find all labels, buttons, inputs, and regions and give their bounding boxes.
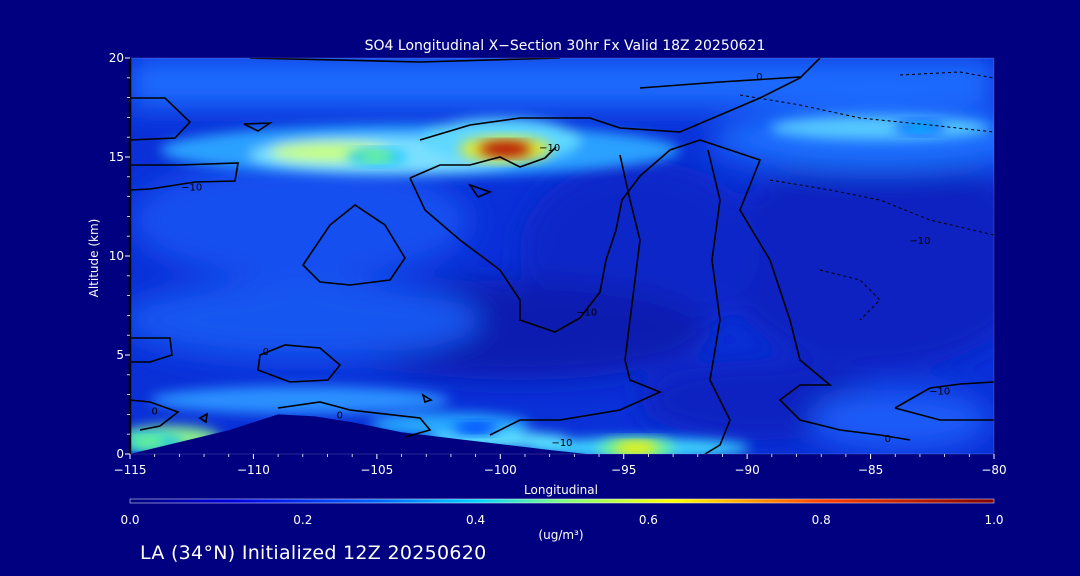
x-axis-label: Longitudinal xyxy=(524,483,598,497)
colorbar xyxy=(129,498,995,504)
terrain-shape xyxy=(130,414,587,454)
contour-line xyxy=(468,183,493,198)
chart-title: SO4 Longitudinal X−Section 30hr Fx Valid… xyxy=(365,38,766,54)
contour-label: 0 xyxy=(151,406,157,417)
contour-label: −10 xyxy=(551,438,572,449)
contour-lines xyxy=(130,58,994,454)
contour-line xyxy=(894,381,994,409)
contour-label: −10 xyxy=(181,183,202,194)
contour-line xyxy=(243,122,273,132)
x-tick-label: −80 xyxy=(981,463,1006,477)
y-tick-label: 10 xyxy=(109,249,124,263)
plume-core xyxy=(479,140,532,158)
contour-label: −10 xyxy=(929,387,950,398)
contour-line xyxy=(421,393,433,404)
footer-caption: LA (34°N) Initialized 12Z 20250620 xyxy=(140,542,487,564)
contour-line xyxy=(894,407,994,421)
colorbar-tick-label: 0.2 xyxy=(293,513,312,527)
contour-line xyxy=(257,344,342,383)
contour-line xyxy=(198,412,208,424)
terrain-layer xyxy=(130,414,587,454)
plume-core xyxy=(130,436,167,449)
contour-line xyxy=(704,149,731,454)
contour-dashed xyxy=(739,71,994,321)
contour-line xyxy=(639,76,801,89)
contour-line xyxy=(130,399,180,431)
plume-core xyxy=(461,423,490,433)
x-tick-label: −100 xyxy=(484,463,517,477)
contour-line xyxy=(249,58,561,63)
colorbar-ticks: 0.0 0.2 0.4 0.6 0.8 1.0 xyxy=(120,513,1003,527)
colorbar-tick-label: 0.6 xyxy=(639,513,658,527)
contour-line xyxy=(130,97,192,141)
x-tick-label: −85 xyxy=(858,463,883,477)
y-axis-label: Altitude (km) xyxy=(87,219,101,298)
colorbar-tick-label: 1.0 xyxy=(984,513,1003,527)
plume-core xyxy=(905,122,935,132)
contour-label: −10 xyxy=(576,307,597,318)
contour-line xyxy=(409,146,557,179)
contour-line xyxy=(819,269,881,321)
contour-label: −10 xyxy=(909,236,930,247)
x-tick-label: −105 xyxy=(360,463,393,477)
contour-label: −10 xyxy=(539,143,560,154)
y-tick-label: 20 xyxy=(109,51,124,65)
contour-labels: −10 −10 −10 −10 −10 −10 0 0 0 0 0 xyxy=(151,72,950,449)
plume-core xyxy=(614,441,658,454)
colorbar-label: (ug/m³) xyxy=(538,528,583,542)
contour-label: 0 xyxy=(756,72,762,83)
plume-core xyxy=(359,151,394,163)
contour-line xyxy=(769,179,994,236)
x-axis: −115 −110 −105 −100 −95 −90 −85 −80 xyxy=(114,454,1007,477)
colorbar-tick-label: 0.8 xyxy=(812,513,831,527)
plume-layer xyxy=(130,119,947,454)
y-tick-label: 5 xyxy=(116,348,124,362)
contour-line xyxy=(699,139,911,441)
contour-label: 0 xyxy=(263,347,269,358)
contour-line xyxy=(409,139,701,333)
contour-line xyxy=(130,162,239,191)
contour-label: 0 xyxy=(885,434,891,445)
colorbar-tick-label: 0.0 xyxy=(120,513,139,527)
x-tick-label: −115 xyxy=(114,463,147,477)
contour-line xyxy=(277,401,432,438)
contour-line xyxy=(301,204,406,286)
x-tick-label: −90 xyxy=(734,463,759,477)
y-tick-label: 15 xyxy=(109,150,124,164)
colorbar-tick-label: 0.4 xyxy=(466,513,485,527)
contour-label: 0 xyxy=(337,410,343,421)
contour-line xyxy=(899,71,994,79)
contour-line xyxy=(489,154,663,436)
contour-line xyxy=(419,58,821,141)
y-tick-label: 0 xyxy=(116,447,124,461)
x-tick-label: −95 xyxy=(611,463,636,477)
y-axis: 0 5 10 15 20 xyxy=(109,51,130,461)
contour-line xyxy=(739,94,994,133)
contour-line xyxy=(130,337,173,363)
x-tick-label: −110 xyxy=(237,463,270,477)
